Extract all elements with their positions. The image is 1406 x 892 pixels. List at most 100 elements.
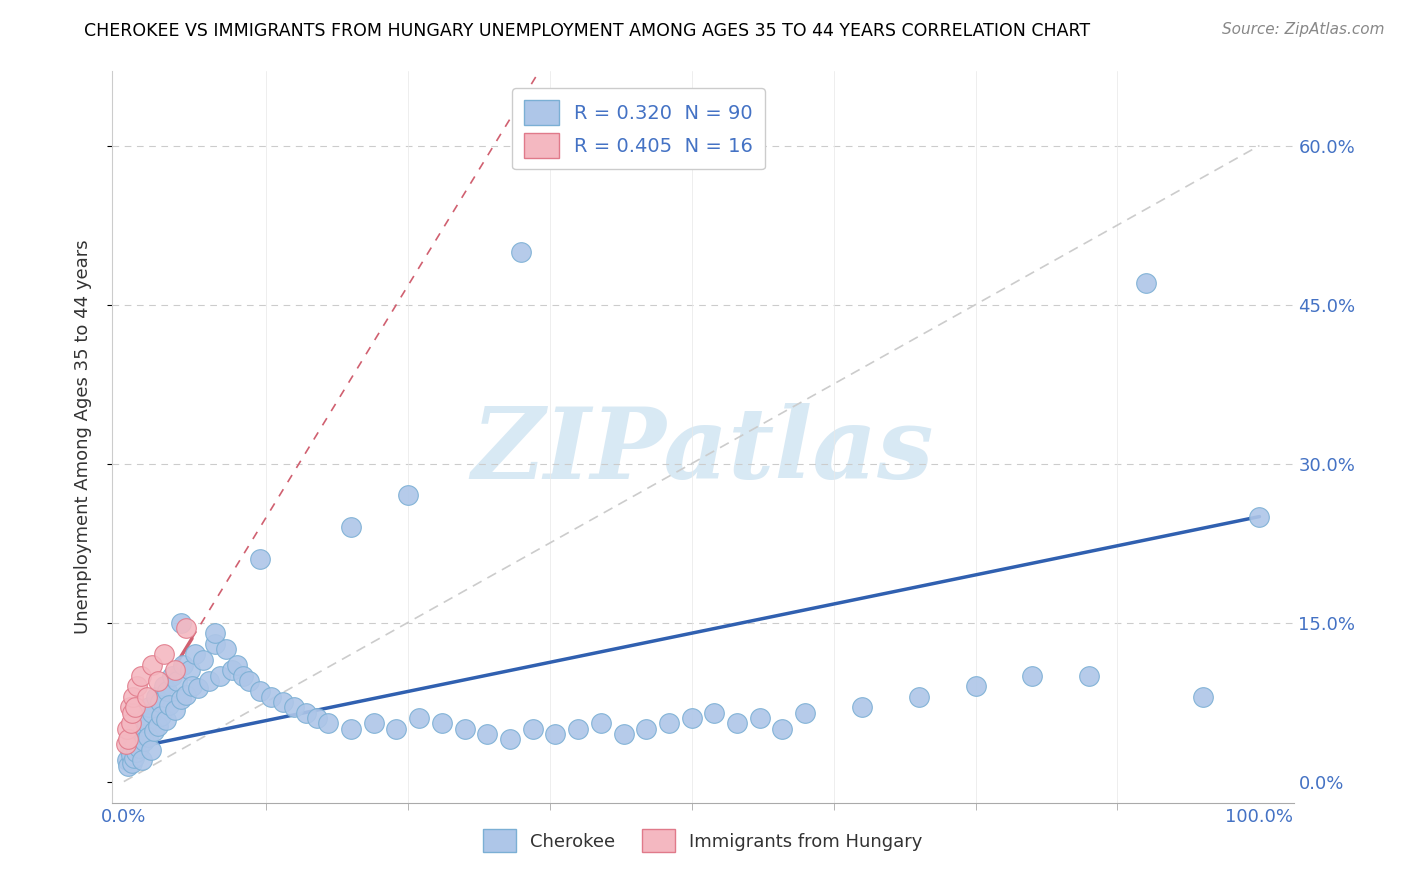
Point	[124, 738, 146, 752]
Point	[510, 244, 533, 259]
Point	[184, 648, 207, 662]
Point	[146, 719, 169, 733]
Point	[141, 706, 163, 720]
Point	[174, 688, 197, 702]
Point	[174, 621, 197, 635]
Point	[1078, 668, 1101, 682]
Point	[221, 663, 243, 677]
Point	[283, 700, 305, 714]
Point	[612, 727, 634, 741]
Point	[226, 658, 249, 673]
Point	[260, 690, 283, 704]
Point	[453, 722, 475, 736]
Point	[117, 753, 138, 767]
Point	[408, 711, 430, 725]
Point	[117, 758, 139, 772]
Point	[124, 700, 146, 714]
Legend: Cherokee, Immigrants from Hungary: Cherokee, Immigrants from Hungary	[477, 822, 929, 860]
Point	[187, 681, 209, 696]
Point	[658, 716, 681, 731]
Point	[136, 730, 159, 744]
Point	[193, 653, 215, 667]
Point	[141, 658, 163, 673]
Point	[1191, 690, 1213, 704]
Point	[1135, 277, 1157, 291]
Point	[145, 690, 167, 704]
Point	[636, 722, 658, 736]
Point	[204, 637, 226, 651]
Point	[772, 722, 794, 736]
Point	[477, 727, 499, 741]
Point	[294, 706, 316, 720]
Point	[169, 692, 191, 706]
Point	[120, 748, 142, 763]
Point	[122, 690, 145, 704]
Point	[681, 711, 703, 725]
Point	[522, 722, 544, 736]
Y-axis label: Unemployment Among Ages 35 to 44 years: Unemployment Among Ages 35 to 44 years	[73, 240, 91, 634]
Point	[725, 716, 748, 731]
Point	[703, 706, 725, 720]
Point	[965, 679, 987, 693]
Point	[138, 700, 160, 714]
Point	[340, 520, 363, 534]
Point	[143, 723, 166, 738]
Point	[156, 684, 179, 698]
Point	[150, 709, 173, 723]
Text: ZIPatlas: ZIPatlas	[472, 403, 934, 500]
Point	[544, 727, 567, 741]
Point	[139, 743, 162, 757]
Point	[135, 690, 157, 704]
Point	[172, 658, 194, 673]
Point	[363, 716, 385, 731]
Point	[128, 740, 150, 755]
Point	[146, 673, 169, 688]
Point	[316, 716, 339, 731]
Point	[1249, 509, 1271, 524]
Point	[794, 706, 817, 720]
Point	[179, 663, 201, 677]
Text: Source: ZipAtlas.com: Source: ZipAtlas.com	[1222, 22, 1385, 37]
Point	[129, 668, 152, 682]
Point	[567, 722, 589, 736]
Point	[115, 738, 138, 752]
Point	[117, 732, 139, 747]
Point	[340, 722, 363, 736]
Point	[152, 679, 174, 693]
Point	[120, 716, 142, 731]
Point	[396, 488, 419, 502]
Point	[163, 663, 186, 677]
Point	[121, 706, 143, 720]
Point	[181, 679, 204, 693]
Point	[131, 753, 153, 767]
Point	[160, 668, 183, 682]
Point	[166, 673, 188, 688]
Point	[209, 668, 232, 682]
Point	[851, 700, 873, 714]
Point	[748, 711, 770, 725]
Point	[122, 751, 145, 765]
Point	[155, 713, 177, 727]
Point	[430, 716, 453, 731]
Point	[157, 698, 180, 713]
Point	[271, 695, 294, 709]
Point	[305, 711, 328, 725]
Point	[127, 722, 149, 736]
Point	[127, 679, 149, 693]
Point	[132, 711, 155, 725]
Text: CHEROKEE VS IMMIGRANTS FROM HUNGARY UNEMPLOYMENT AMONG AGES 35 TO 44 YEARS CORRE: CHEROKEE VS IMMIGRANTS FROM HUNGARY UNEM…	[84, 22, 1091, 40]
Point	[122, 732, 145, 747]
Point	[135, 716, 157, 731]
Point	[907, 690, 929, 704]
Point	[149, 695, 172, 709]
Point	[249, 552, 271, 566]
Point	[198, 673, 221, 688]
Point	[499, 732, 522, 747]
Point	[1021, 668, 1043, 682]
Point	[238, 673, 260, 688]
Point	[152, 648, 174, 662]
Point	[589, 716, 612, 731]
Point	[385, 722, 408, 736]
Point	[232, 668, 254, 682]
Point	[249, 684, 271, 698]
